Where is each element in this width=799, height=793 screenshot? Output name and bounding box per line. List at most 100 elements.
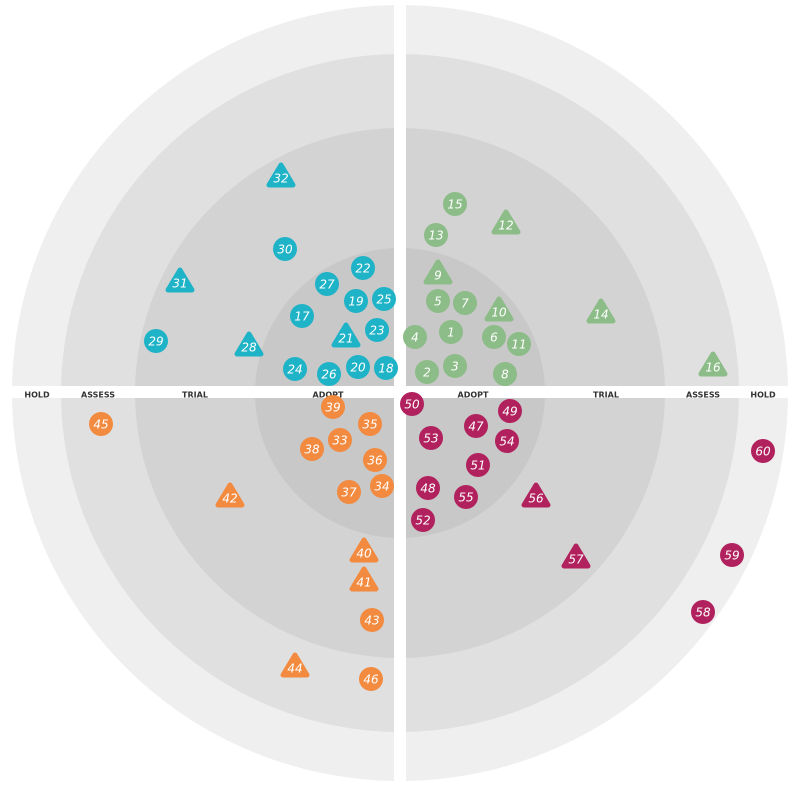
blip-label: 50 bbox=[404, 398, 420, 412]
blip-circle bbox=[273, 237, 297, 261]
blip-circle bbox=[358, 412, 382, 436]
blip-label: 32 bbox=[273, 172, 288, 186]
blip-label: 44 bbox=[287, 662, 302, 676]
blip: 15 bbox=[443, 192, 467, 216]
blip-circle bbox=[363, 448, 387, 472]
blip-label: 15 bbox=[447, 198, 462, 212]
blip-label: 55 bbox=[458, 491, 473, 505]
blip-label: 57 bbox=[568, 553, 584, 567]
blip-label: 38 bbox=[304, 443, 320, 457]
blip: 28 bbox=[234, 331, 264, 357]
blip-label: 8 bbox=[501, 368, 509, 382]
blip: 31 bbox=[165, 267, 195, 293]
blip-circle bbox=[493, 362, 517, 386]
blip-circle bbox=[443, 192, 467, 216]
blip-label: 18 bbox=[378, 362, 394, 376]
blip: 25 bbox=[372, 287, 396, 311]
blip-label: 9 bbox=[434, 269, 442, 283]
blip: 23 bbox=[365, 318, 389, 342]
blip: 19 bbox=[344, 289, 368, 313]
blip-label: 34 bbox=[374, 480, 389, 494]
blip-triangle bbox=[215, 482, 245, 508]
blip-circle bbox=[372, 287, 396, 311]
blip-label: 5 bbox=[434, 295, 442, 309]
blip-label: 13 bbox=[428, 229, 443, 243]
blip-label: 10 bbox=[491, 306, 507, 320]
blip: 12 bbox=[491, 209, 521, 235]
blip: 22 bbox=[351, 256, 375, 280]
blip: 42 bbox=[215, 482, 245, 508]
blip-label: 11 bbox=[511, 338, 526, 352]
blip-label: 42 bbox=[222, 492, 237, 506]
blip-circle bbox=[370, 474, 394, 498]
blip-label: 49 bbox=[502, 405, 517, 419]
blip: 43 bbox=[360, 608, 384, 632]
blip: 55 bbox=[454, 485, 478, 509]
blip: 50 bbox=[400, 392, 424, 416]
blip: 26 bbox=[317, 362, 341, 386]
blip-label: 59 bbox=[724, 549, 739, 563]
blip-label: 20 bbox=[350, 361, 366, 375]
blip-circle bbox=[416, 476, 440, 500]
blip: 59 bbox=[720, 543, 744, 567]
blip-label: 40 bbox=[356, 547, 372, 561]
blip-circle bbox=[351, 256, 375, 280]
blip-label: 6 bbox=[490, 331, 498, 345]
blip: 20 bbox=[346, 355, 370, 379]
blip: 38 bbox=[300, 437, 324, 461]
blip-circle bbox=[411, 508, 435, 532]
blip-circle bbox=[374, 356, 398, 380]
blip: 4 bbox=[403, 325, 427, 349]
blip: 18 bbox=[374, 356, 398, 380]
blip-circle bbox=[89, 412, 113, 436]
blip-label: 1 bbox=[447, 326, 455, 340]
blip: 53 bbox=[419, 426, 443, 450]
blip: 47 bbox=[464, 414, 488, 438]
blip-label: 48 bbox=[420, 482, 436, 496]
blip: 39 bbox=[321, 395, 345, 419]
blip-label: 39 bbox=[325, 401, 340, 415]
blip-circle bbox=[290, 304, 314, 328]
blip: 6 bbox=[482, 325, 506, 349]
blip-circle bbox=[443, 354, 467, 378]
blip: 1 bbox=[439, 320, 463, 344]
blip-circle bbox=[424, 223, 448, 247]
blip: 45 bbox=[89, 412, 113, 436]
blip-circle bbox=[321, 395, 345, 419]
blip-label: 35 bbox=[362, 418, 377, 432]
blip-label: 3 bbox=[451, 360, 459, 374]
blip: 54 bbox=[495, 429, 519, 453]
blip-triangle bbox=[586, 298, 616, 324]
blip-label: 28 bbox=[241, 341, 257, 355]
blip-triangle bbox=[698, 351, 728, 377]
blip-triangle bbox=[280, 652, 310, 678]
blip-label: 37 bbox=[341, 486, 357, 500]
blip-label: 47 bbox=[468, 420, 484, 434]
blip-label: 52 bbox=[415, 514, 430, 528]
blip-circle bbox=[415, 360, 439, 384]
blip-circle bbox=[751, 439, 775, 463]
blip-label: 54 bbox=[499, 435, 514, 449]
blip: 7 bbox=[453, 291, 477, 315]
blip-triangle bbox=[234, 331, 264, 357]
blip: 14 bbox=[586, 298, 616, 324]
blip-label: 30 bbox=[277, 243, 293, 257]
blip-circle bbox=[454, 485, 478, 509]
blip-circle bbox=[328, 428, 352, 452]
blip-circle bbox=[346, 355, 370, 379]
blip-triangle bbox=[331, 322, 361, 348]
blip: 41 bbox=[349, 566, 379, 592]
blip: 3 bbox=[443, 354, 467, 378]
blip: 17 bbox=[290, 304, 314, 328]
blip-circle bbox=[283, 357, 307, 381]
blip: 5 bbox=[426, 289, 450, 313]
blip: 8 bbox=[493, 362, 517, 386]
blip: 36 bbox=[363, 448, 387, 472]
horizontal-divider bbox=[0, 386, 799, 398]
blip-triangle bbox=[521, 482, 551, 508]
blip: 51 bbox=[466, 453, 490, 477]
blip-circle bbox=[317, 362, 341, 386]
blip-label: 23 bbox=[369, 324, 384, 338]
